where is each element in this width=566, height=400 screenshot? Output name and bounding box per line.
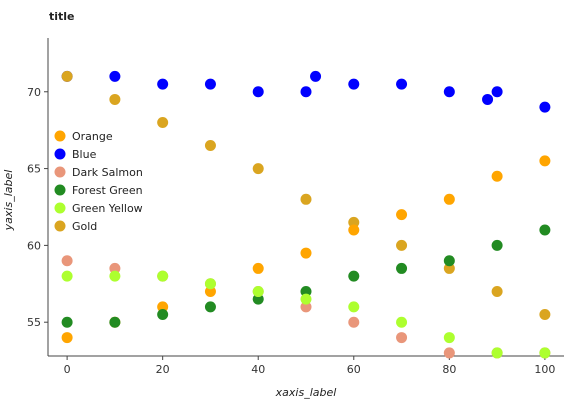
data-point-green-yellow bbox=[300, 293, 312, 305]
data-point-gold bbox=[396, 239, 408, 251]
data-point-blue bbox=[157, 78, 169, 90]
axis-ticks: 0 20 40 60 80 100 55 60 65 70 bbox=[27, 86, 555, 376]
data-point-gold bbox=[109, 93, 121, 105]
data-point-forest-green bbox=[348, 270, 360, 282]
data-point-blue bbox=[482, 93, 494, 105]
legend-marker bbox=[54, 184, 66, 196]
y-tick-label: 70 bbox=[27, 86, 41, 99]
data-point-forest-green bbox=[396, 262, 408, 274]
x-tick-label: 100 bbox=[534, 363, 555, 376]
data-point-gold bbox=[491, 285, 503, 297]
data-point-forest-green bbox=[204, 301, 216, 313]
data-point-gold bbox=[61, 70, 73, 82]
data-point-dark-salmon bbox=[443, 347, 455, 359]
data-point-blue bbox=[109, 70, 121, 82]
data-point-forest-green bbox=[300, 285, 312, 297]
data-point-orange bbox=[443, 193, 455, 205]
x-tick-label: 60 bbox=[347, 363, 361, 376]
legend-marker bbox=[54, 148, 66, 160]
data-point-dark-salmon bbox=[348, 316, 360, 328]
legend-label: Blue bbox=[72, 148, 97, 161]
x-tick-label: 20 bbox=[156, 363, 170, 376]
data-point-orange bbox=[204, 285, 216, 297]
legend-marker bbox=[54, 130, 66, 142]
data-point-forest-green bbox=[539, 224, 551, 236]
data-point-blue bbox=[252, 86, 264, 98]
legend-label: Gold bbox=[72, 220, 97, 233]
legend-marker bbox=[54, 166, 66, 178]
data-point-gold bbox=[252, 163, 264, 175]
x-axis-label: xaxis_label bbox=[275, 386, 337, 399]
data-point-gold bbox=[300, 193, 312, 205]
legend: Orange Blue Dark Salmon Forest Green Green Y… bbox=[54, 130, 143, 233]
data-point-forest-green bbox=[252, 293, 264, 305]
data-point-blue bbox=[396, 78, 408, 90]
legend-marker bbox=[54, 220, 66, 232]
data-point-dark-salmon bbox=[396, 332, 408, 344]
legend-label: Dark Salmon bbox=[72, 166, 143, 179]
data-point-blue bbox=[443, 86, 455, 98]
data-point-orange bbox=[61, 332, 73, 344]
legend-label: Orange bbox=[72, 130, 113, 143]
y-tick-label: 55 bbox=[27, 316, 41, 329]
data-point-blue bbox=[348, 78, 360, 90]
data-point-orange bbox=[491, 170, 503, 182]
x-tick-label: 80 bbox=[442, 363, 456, 376]
data-point-green-yellow bbox=[61, 270, 73, 282]
data-point-green-yellow bbox=[443, 332, 455, 344]
y-axis-label: yaxis_label bbox=[2, 170, 15, 232]
data-point-forest-green bbox=[443, 255, 455, 267]
data-point-green-yellow bbox=[157, 270, 169, 282]
data-point-dark-salmon bbox=[109, 262, 121, 274]
data-point-green-yellow bbox=[491, 347, 503, 359]
legend-label: Forest Green bbox=[72, 184, 143, 197]
data-point-green-yellow bbox=[539, 347, 551, 359]
data-point-orange bbox=[252, 262, 264, 274]
data-point-blue bbox=[204, 78, 216, 90]
data-point-orange bbox=[396, 209, 408, 221]
data-point-blue bbox=[310, 70, 322, 82]
data-point-forest-green bbox=[109, 316, 121, 328]
data-point-orange bbox=[539, 155, 551, 167]
data-point-blue bbox=[300, 86, 312, 98]
data-point-blue bbox=[539, 101, 551, 113]
data-point-green-yellow bbox=[109, 270, 121, 282]
data-point-gold bbox=[539, 309, 551, 321]
data-point-orange bbox=[300, 247, 312, 259]
legend-label: Green Yellow bbox=[72, 202, 143, 215]
chart-title: title bbox=[49, 10, 75, 23]
data-point-green-yellow bbox=[348, 301, 360, 313]
x-tick-label: 0 bbox=[64, 363, 71, 376]
data-point-forest-green bbox=[157, 309, 169, 321]
data-point-forest-green bbox=[61, 316, 73, 328]
data-point-gold bbox=[204, 140, 216, 152]
data-point-blue bbox=[491, 86, 503, 98]
data-points bbox=[61, 70, 551, 359]
data-point-dark-salmon bbox=[61, 255, 73, 267]
x-tick-label: 40 bbox=[251, 363, 265, 376]
legend-marker bbox=[54, 202, 66, 214]
data-point-green-yellow bbox=[396, 316, 408, 328]
data-point-orange bbox=[157, 301, 169, 313]
data-point-forest-green bbox=[491, 239, 503, 251]
data-point-orange bbox=[348, 224, 360, 236]
data-point-gold bbox=[443, 262, 455, 274]
y-tick-label: 65 bbox=[27, 163, 41, 176]
data-point-green-yellow bbox=[252, 285, 264, 297]
data-point-green-yellow bbox=[204, 278, 216, 290]
data-point-gold bbox=[348, 216, 360, 228]
data-point-dark-salmon bbox=[300, 301, 312, 313]
data-point-gold bbox=[157, 116, 169, 128]
y-tick-label: 60 bbox=[27, 239, 41, 252]
